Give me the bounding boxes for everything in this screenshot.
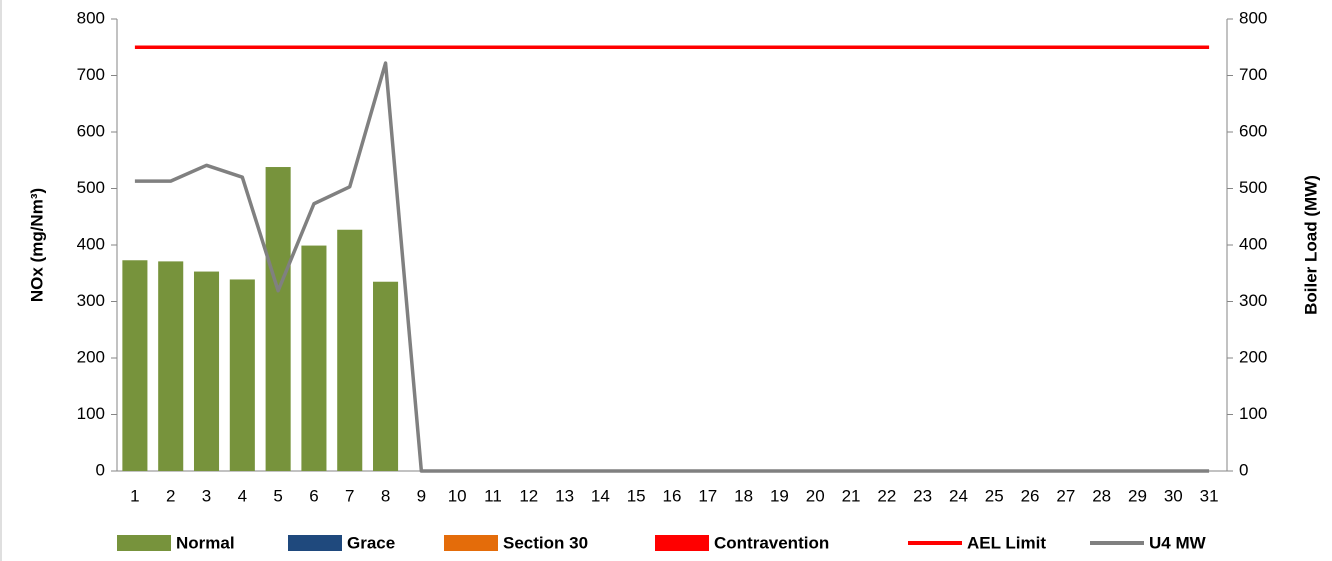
x-tick-label: 25	[985, 486, 1004, 505]
y-tick-label: 400	[77, 234, 105, 253]
y-tick-label: 0	[96, 460, 105, 479]
y-tick-label: 100	[77, 404, 105, 423]
x-tick-label: 9	[417, 486, 426, 505]
bar	[265, 167, 291, 471]
bar	[373, 281, 399, 471]
x-tick-label: 2	[166, 486, 175, 505]
bar	[158, 261, 184, 471]
y2-tick-label: 800	[1239, 8, 1267, 27]
y-tick-label: 700	[77, 65, 105, 84]
legend-label: Section 30	[503, 533, 588, 552]
x-tick-label: 1	[130, 486, 139, 505]
y-tick-label: 300	[77, 291, 105, 310]
bar	[301, 245, 327, 471]
x-tick-label: 23	[913, 486, 932, 505]
x-tick-label: 24	[949, 486, 968, 505]
x-tick-label: 17	[698, 486, 717, 505]
x-tick-label: 15	[627, 486, 646, 505]
x-tick-label: 19	[770, 486, 789, 505]
y2-tick-label: 200	[1239, 347, 1267, 366]
x-tick-label: 26	[1021, 486, 1040, 505]
x-tick-label: 7	[345, 486, 354, 505]
bar	[337, 229, 363, 471]
x-tick-label: 28	[1092, 486, 1111, 505]
x-tick-label: 10	[448, 486, 467, 505]
bar	[122, 260, 148, 471]
y-tick-label: 200	[77, 347, 105, 366]
x-tick-label: 6	[309, 486, 318, 505]
x-tick-label: 3	[202, 486, 211, 505]
y-tick-label: 800	[77, 8, 105, 27]
y2-axis-title: Boiler Load (MW)	[1301, 175, 1320, 315]
y2-tick-label: 700	[1239, 65, 1267, 84]
x-tick-label: 4	[238, 486, 247, 505]
y2-tick-label: 0	[1239, 460, 1248, 479]
bar	[229, 279, 255, 471]
y2-tick-label: 300	[1239, 291, 1267, 310]
x-tick-label: 20	[806, 486, 825, 505]
x-tick-label: 12	[519, 486, 538, 505]
x-tick-label: 22	[877, 486, 896, 505]
x-tick-label: 5	[273, 486, 282, 505]
x-tick-label: 29	[1128, 486, 1147, 505]
y-tick-label: 600	[77, 121, 105, 140]
y2-tick-label: 100	[1239, 404, 1267, 423]
x-tick-label: 18	[734, 486, 753, 505]
y2-tick-label: 500	[1239, 178, 1267, 197]
bar	[193, 271, 220, 471]
line-series	[134, 61, 1210, 473]
legend-swatch	[117, 535, 171, 551]
legend-label: Normal	[176, 533, 235, 552]
x-tick-label: 27	[1056, 486, 1075, 505]
x-tick-label: 31	[1200, 486, 1219, 505]
legend-swatch	[288, 535, 342, 551]
y2-tick-label: 400	[1239, 234, 1267, 253]
x-tick-label: 14	[591, 486, 610, 505]
legend-label: Grace	[347, 533, 395, 552]
x-tick-label: 13	[555, 486, 574, 505]
x-tick-label: 16	[663, 486, 682, 505]
y-axis-title: NOx (mg/Nm³)	[27, 188, 46, 302]
legend-label: Contravention	[714, 533, 829, 552]
x-tick-label: 30	[1164, 486, 1183, 505]
x-tick-label: 21	[842, 486, 861, 505]
legend-swatch	[655, 535, 709, 551]
y2-tick-label: 600	[1239, 121, 1267, 140]
legend-swatch	[444, 535, 498, 551]
x-tick-label: 8	[381, 486, 390, 505]
x-tick-label: 11	[484, 486, 502, 505]
legend-label: U4 MW	[1149, 533, 1207, 552]
legend-label: AEL Limit	[967, 533, 1046, 552]
y-tick-label: 500	[77, 178, 105, 197]
